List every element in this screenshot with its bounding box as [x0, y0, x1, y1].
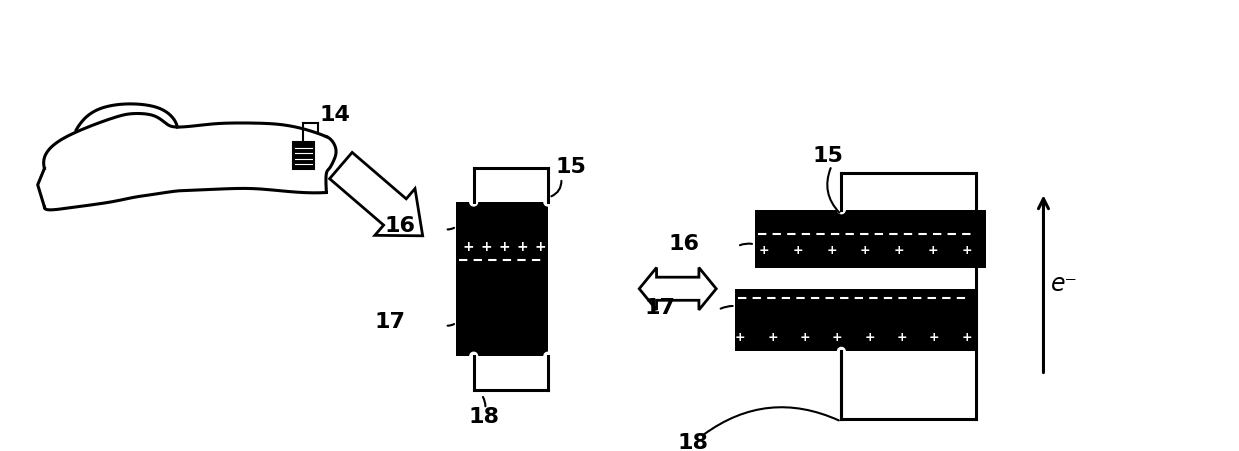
- Text: +: +: [961, 331, 971, 344]
- Text: 15: 15: [555, 156, 586, 176]
- Text: +: +: [534, 240, 546, 254]
- Circle shape: [470, 352, 477, 360]
- Text: 17: 17: [644, 298, 675, 318]
- Text: 16: 16: [668, 234, 699, 253]
- Text: +: +: [760, 244, 769, 257]
- Text: e⁻: e⁻: [1051, 272, 1078, 296]
- Text: +: +: [462, 240, 473, 254]
- Bar: [456, 202, 548, 279]
- Circle shape: [838, 347, 845, 355]
- Text: +: +: [767, 331, 778, 344]
- Text: +: +: [517, 240, 528, 254]
- Text: 14: 14: [320, 106, 351, 125]
- Text: 17: 17: [374, 313, 405, 332]
- Text: 15: 15: [813, 146, 844, 166]
- Text: +: +: [498, 240, 509, 254]
- Text: +: +: [929, 331, 939, 344]
- Bar: [292, 143, 313, 170]
- Text: +: +: [865, 331, 875, 344]
- Text: 18: 18: [678, 433, 709, 451]
- Circle shape: [544, 198, 551, 206]
- Circle shape: [544, 352, 551, 360]
- Polygon shape: [330, 152, 422, 236]
- Text: +: +: [799, 331, 810, 344]
- Text: 18: 18: [468, 407, 499, 427]
- Text: +: +: [826, 244, 838, 257]
- Text: +: +: [793, 244, 803, 257]
- Text: +: +: [897, 331, 907, 344]
- Text: +: +: [961, 244, 971, 257]
- Text: +: +: [893, 244, 904, 257]
- Bar: [736, 289, 976, 351]
- Text: +: +: [831, 331, 843, 344]
- Circle shape: [838, 206, 845, 214]
- Text: +: +: [860, 244, 871, 257]
- Text: 16: 16: [384, 216, 415, 236]
- Bar: [755, 210, 986, 267]
- Circle shape: [470, 198, 477, 206]
- Bar: [456, 279, 548, 356]
- Polygon shape: [639, 267, 716, 310]
- Text: +: +: [735, 331, 746, 344]
- Text: +: +: [481, 240, 492, 254]
- Text: +: +: [928, 244, 938, 257]
